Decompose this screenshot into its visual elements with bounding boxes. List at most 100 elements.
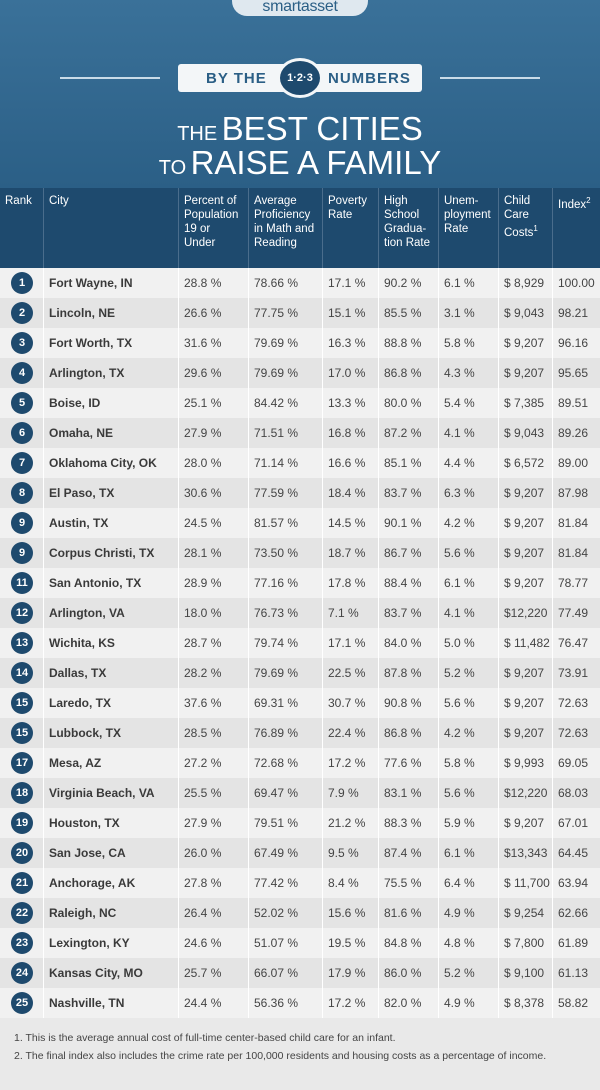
table-row: 9 Austin, TX 24.5 % 81.57 % 14.5 % 90.1 % 4.2 … [0, 508, 600, 538]
city-cell: Lincoln, NE [43, 298, 178, 328]
value-cell: 89.51 [552, 388, 600, 418]
value-cell: $ 6,572 [498, 448, 552, 478]
rank-badge: 18 [11, 782, 33, 804]
value-cell: 100.00 [552, 268, 600, 298]
value-cell: $12,220 [498, 598, 552, 628]
rank-badge: 25 [11, 992, 33, 1014]
rank-badge: 21 [11, 872, 33, 894]
column-title: City [49, 195, 69, 207]
value-cell: 13.3 % [322, 388, 378, 418]
value-cell: 5.4 % [438, 388, 498, 418]
value-cell: 5.9 % [438, 808, 498, 838]
value-cell: 5.0 % [438, 628, 498, 658]
table-row: 7 Oklahoma City, OK 28.0 % 71.14 % 16.6 % 85.… [0, 448, 600, 478]
table-row: 5 Boise, ID 25.1 % 84.42 % 13.3 % 80.0 % 5.4 %… [0, 388, 600, 418]
value-cell: 27.2 % [178, 748, 248, 778]
table-row: 12 Arlington, VA 18.0 % 76.73 % 7.1 % 83.7 % 4… [0, 598, 600, 628]
value-cell: 83.7 % [378, 478, 438, 508]
value-cell: 31.6 % [178, 328, 248, 358]
value-cell: 75.5 % [378, 868, 438, 898]
value-cell: 4.1 % [438, 418, 498, 448]
rank-badge: 19 [11, 812, 33, 834]
value-cell: 4.2 % [438, 508, 498, 538]
city-cell: Laredo, TX [43, 688, 178, 718]
value-cell: 63.94 [552, 868, 600, 898]
value-cell: $ 9,207 [498, 688, 552, 718]
city-cell: Lexington, KY [43, 928, 178, 958]
value-cell: 6.4 % [438, 868, 498, 898]
value-cell: 67.49 % [248, 838, 322, 868]
value-cell: 84.8 % [378, 928, 438, 958]
table-row: 20 San Jose, CA 26.0 % 67.49 % 9.5 % 87.4 % 6.… [0, 838, 600, 868]
value-cell: 5.6 % [438, 688, 498, 718]
table-row: 18 Virginia Beach, VA 25.5 % 69.47 % 7.9 % 83… [0, 778, 600, 808]
city-cell: Oklahoma City, OK [43, 448, 178, 478]
value-cell: 5.2 % [438, 958, 498, 988]
city-cell: Corpus Christi, TX [43, 538, 178, 568]
value-cell: 17.0 % [322, 358, 378, 388]
value-cell: 81.57 % [248, 508, 322, 538]
value-cell: 56.36 % [248, 988, 322, 1018]
value-cell: 37.6 % [178, 688, 248, 718]
footnote: 1. This is the average annual cost of fu… [14, 1032, 396, 1044]
value-cell: 82.0 % [378, 988, 438, 1018]
column-header: Percent of Population 19 or Under [178, 188, 248, 268]
value-cell: 4.3 % [438, 358, 498, 388]
city-cell: Omaha, NE [43, 418, 178, 448]
column-title: Average Proficiency in Math and Reading [254, 195, 315, 249]
value-cell: 24.6 % [178, 928, 248, 958]
column-title: Index [558, 198, 587, 211]
value-cell: 4.8 % [438, 928, 498, 958]
value-cell: 77.59 % [248, 478, 322, 508]
value-cell: 86.8 % [378, 718, 438, 748]
table-row: 19 Houston, TX 27.9 % 79.51 % 21.2 % 88.3 % 5.… [0, 808, 600, 838]
value-cell: 83.1 % [378, 778, 438, 808]
column-header: Rank [0, 188, 43, 268]
value-cell: 9.5 % [322, 838, 378, 868]
value-cell: 6.1 % [438, 268, 498, 298]
city-cell: Virginia Beach, VA [43, 778, 178, 808]
rank-badge: 9 [11, 512, 33, 534]
value-cell: 17.9 % [322, 958, 378, 988]
value-cell: 24.5 % [178, 508, 248, 538]
value-cell: 18.4 % [322, 478, 378, 508]
table-row: 4 Arlington, TX 29.6 % 79.69 % 17.0 % 86.8 % 4… [0, 358, 600, 388]
value-cell: 86.7 % [378, 538, 438, 568]
value-cell: 79.51 % [248, 808, 322, 838]
city-cell: Dallas, TX [43, 658, 178, 688]
value-cell: 90.8 % [378, 688, 438, 718]
value-cell: 28.7 % [178, 628, 248, 658]
value-cell: 17.8 % [322, 568, 378, 598]
value-cell: 27.8 % [178, 868, 248, 898]
value-cell: 61.89 [552, 928, 600, 958]
value-cell: 77.16 % [248, 568, 322, 598]
table-row: 3 Fort Worth, TX 31.6 % 79.69 % 16.3 % 88.8 %… [0, 328, 600, 358]
column-header: High School Gradua-tion Rate [378, 188, 438, 268]
value-cell: 69.31 % [248, 688, 322, 718]
value-cell: 16.6 % [322, 448, 378, 478]
table-row: 8 El Paso, TX 30.6 % 77.59 % 18.4 % 83.7 % 6.3… [0, 478, 600, 508]
table-row: 14 Dallas, TX 28.2 % 79.69 % 22.5 % 87.8 % 5.2… [0, 658, 600, 688]
rank-badge: 23 [11, 932, 33, 954]
title-line: TO RAISE A FAMILY [0, 144, 600, 182]
value-cell: $ 9,207 [498, 568, 552, 598]
value-cell: 26.4 % [178, 898, 248, 928]
value-cell: 5.8 % [438, 328, 498, 358]
city-cell: Fort Wayne, IN [43, 268, 178, 298]
column-title: Child Care Costs [504, 195, 534, 239]
value-cell: 69.47 % [248, 778, 322, 808]
value-cell: 79.74 % [248, 628, 322, 658]
rule [440, 77, 540, 79]
title-small: THE [177, 123, 218, 145]
value-cell: 89.00 [552, 448, 600, 478]
city-cell: Boise, ID [43, 388, 178, 418]
column-title: Unem-ployment Rate [444, 195, 491, 235]
city-cell: San Jose, CA [43, 838, 178, 868]
value-cell: $ 11,700 [498, 868, 552, 898]
table-row: 6 Omaha, NE 27.9 % 71.51 % 16.8 % 87.2 % 4.1 %… [0, 418, 600, 448]
value-cell: 89.26 [552, 418, 600, 448]
value-cell: 8.4 % [322, 868, 378, 898]
city-cell: Houston, TX [43, 808, 178, 838]
value-cell: 84.0 % [378, 628, 438, 658]
